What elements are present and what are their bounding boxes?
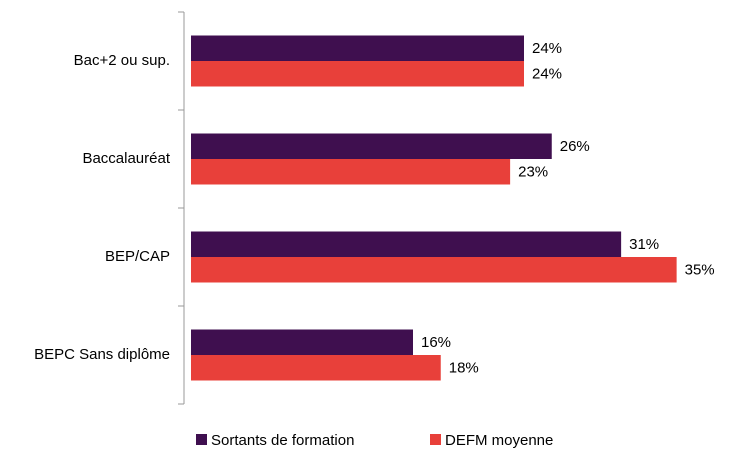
value-label: 24%: [532, 66, 562, 83]
bar: [191, 159, 511, 185]
bar: [191, 133, 552, 159]
value-label: 24%: [532, 40, 562, 57]
value-label: 16%: [421, 334, 451, 351]
bar: [191, 257, 677, 283]
category-label: Bac+2 ou sup.: [74, 52, 170, 69]
bar: [191, 231, 622, 257]
value-label: 18%: [449, 360, 479, 377]
category-label: Baccalauréat: [82, 150, 170, 167]
value-label: 26%: [560, 138, 590, 155]
legend-swatch: [430, 434, 441, 445]
legend-label: DEFM moyenne: [445, 432, 553, 449]
value-label: 23%: [518, 164, 548, 181]
legend-swatch: [196, 434, 207, 445]
bar: [191, 35, 524, 61]
value-label: 31%: [629, 236, 659, 253]
value-label: 35%: [685, 262, 715, 279]
bar: [191, 355, 441, 381]
legend-label: Sortants de formation: [211, 432, 354, 449]
category-label: BEP/CAP: [105, 248, 170, 265]
category-label: BEPC Sans diplôme: [34, 346, 170, 363]
bar: [191, 61, 524, 87]
bar: [191, 329, 413, 355]
